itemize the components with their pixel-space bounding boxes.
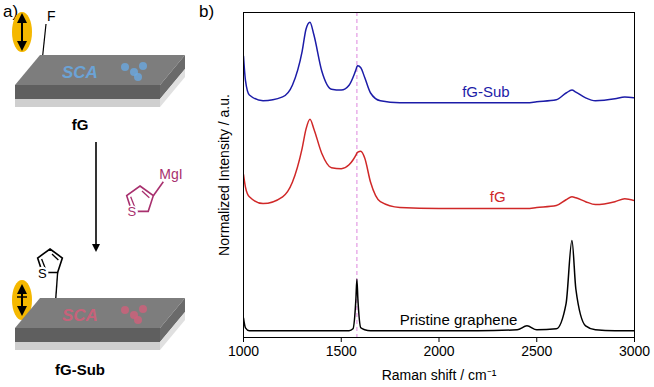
- svg-text:Raman shift / cm⁻¹: Raman shift / cm⁻¹: [382, 367, 497, 383]
- svg-text:fG-Sub: fG-Sub: [55, 361, 105, 378]
- svg-text:Normalized Intensity / a.u.: Normalized Intensity / a.u.: [216, 94, 232, 256]
- html-text:b): b): [199, 2, 215, 21]
- svg-text:SCA: SCA: [62, 63, 98, 82]
- svg-text:fG: fG: [72, 116, 89, 133]
- svg-text:2500: 2500: [521, 343, 552, 359]
- svg-text:S: S: [127, 204, 136, 219]
- svg-text:1500: 1500: [326, 343, 357, 359]
- svg-text:1000: 1000: [228, 343, 259, 359]
- svg-text:S: S: [38, 266, 47, 281]
- svg-text:3000: 3000: [619, 343, 650, 359]
- svg-text:a): a): [3, 2, 19, 21]
- svg-text:Pristine graphene: Pristine graphene: [400, 311, 518, 328]
- svg-text:F: F: [47, 8, 56, 24]
- svg-text:fG-Sub: fG-Sub: [462, 83, 510, 100]
- svg-text:MgI: MgI: [159, 166, 182, 182]
- svg-text:2000: 2000: [423, 343, 454, 359]
- svg-text:SCA: SCA: [62, 306, 98, 325]
- svg-text:fG: fG: [490, 188, 506, 205]
